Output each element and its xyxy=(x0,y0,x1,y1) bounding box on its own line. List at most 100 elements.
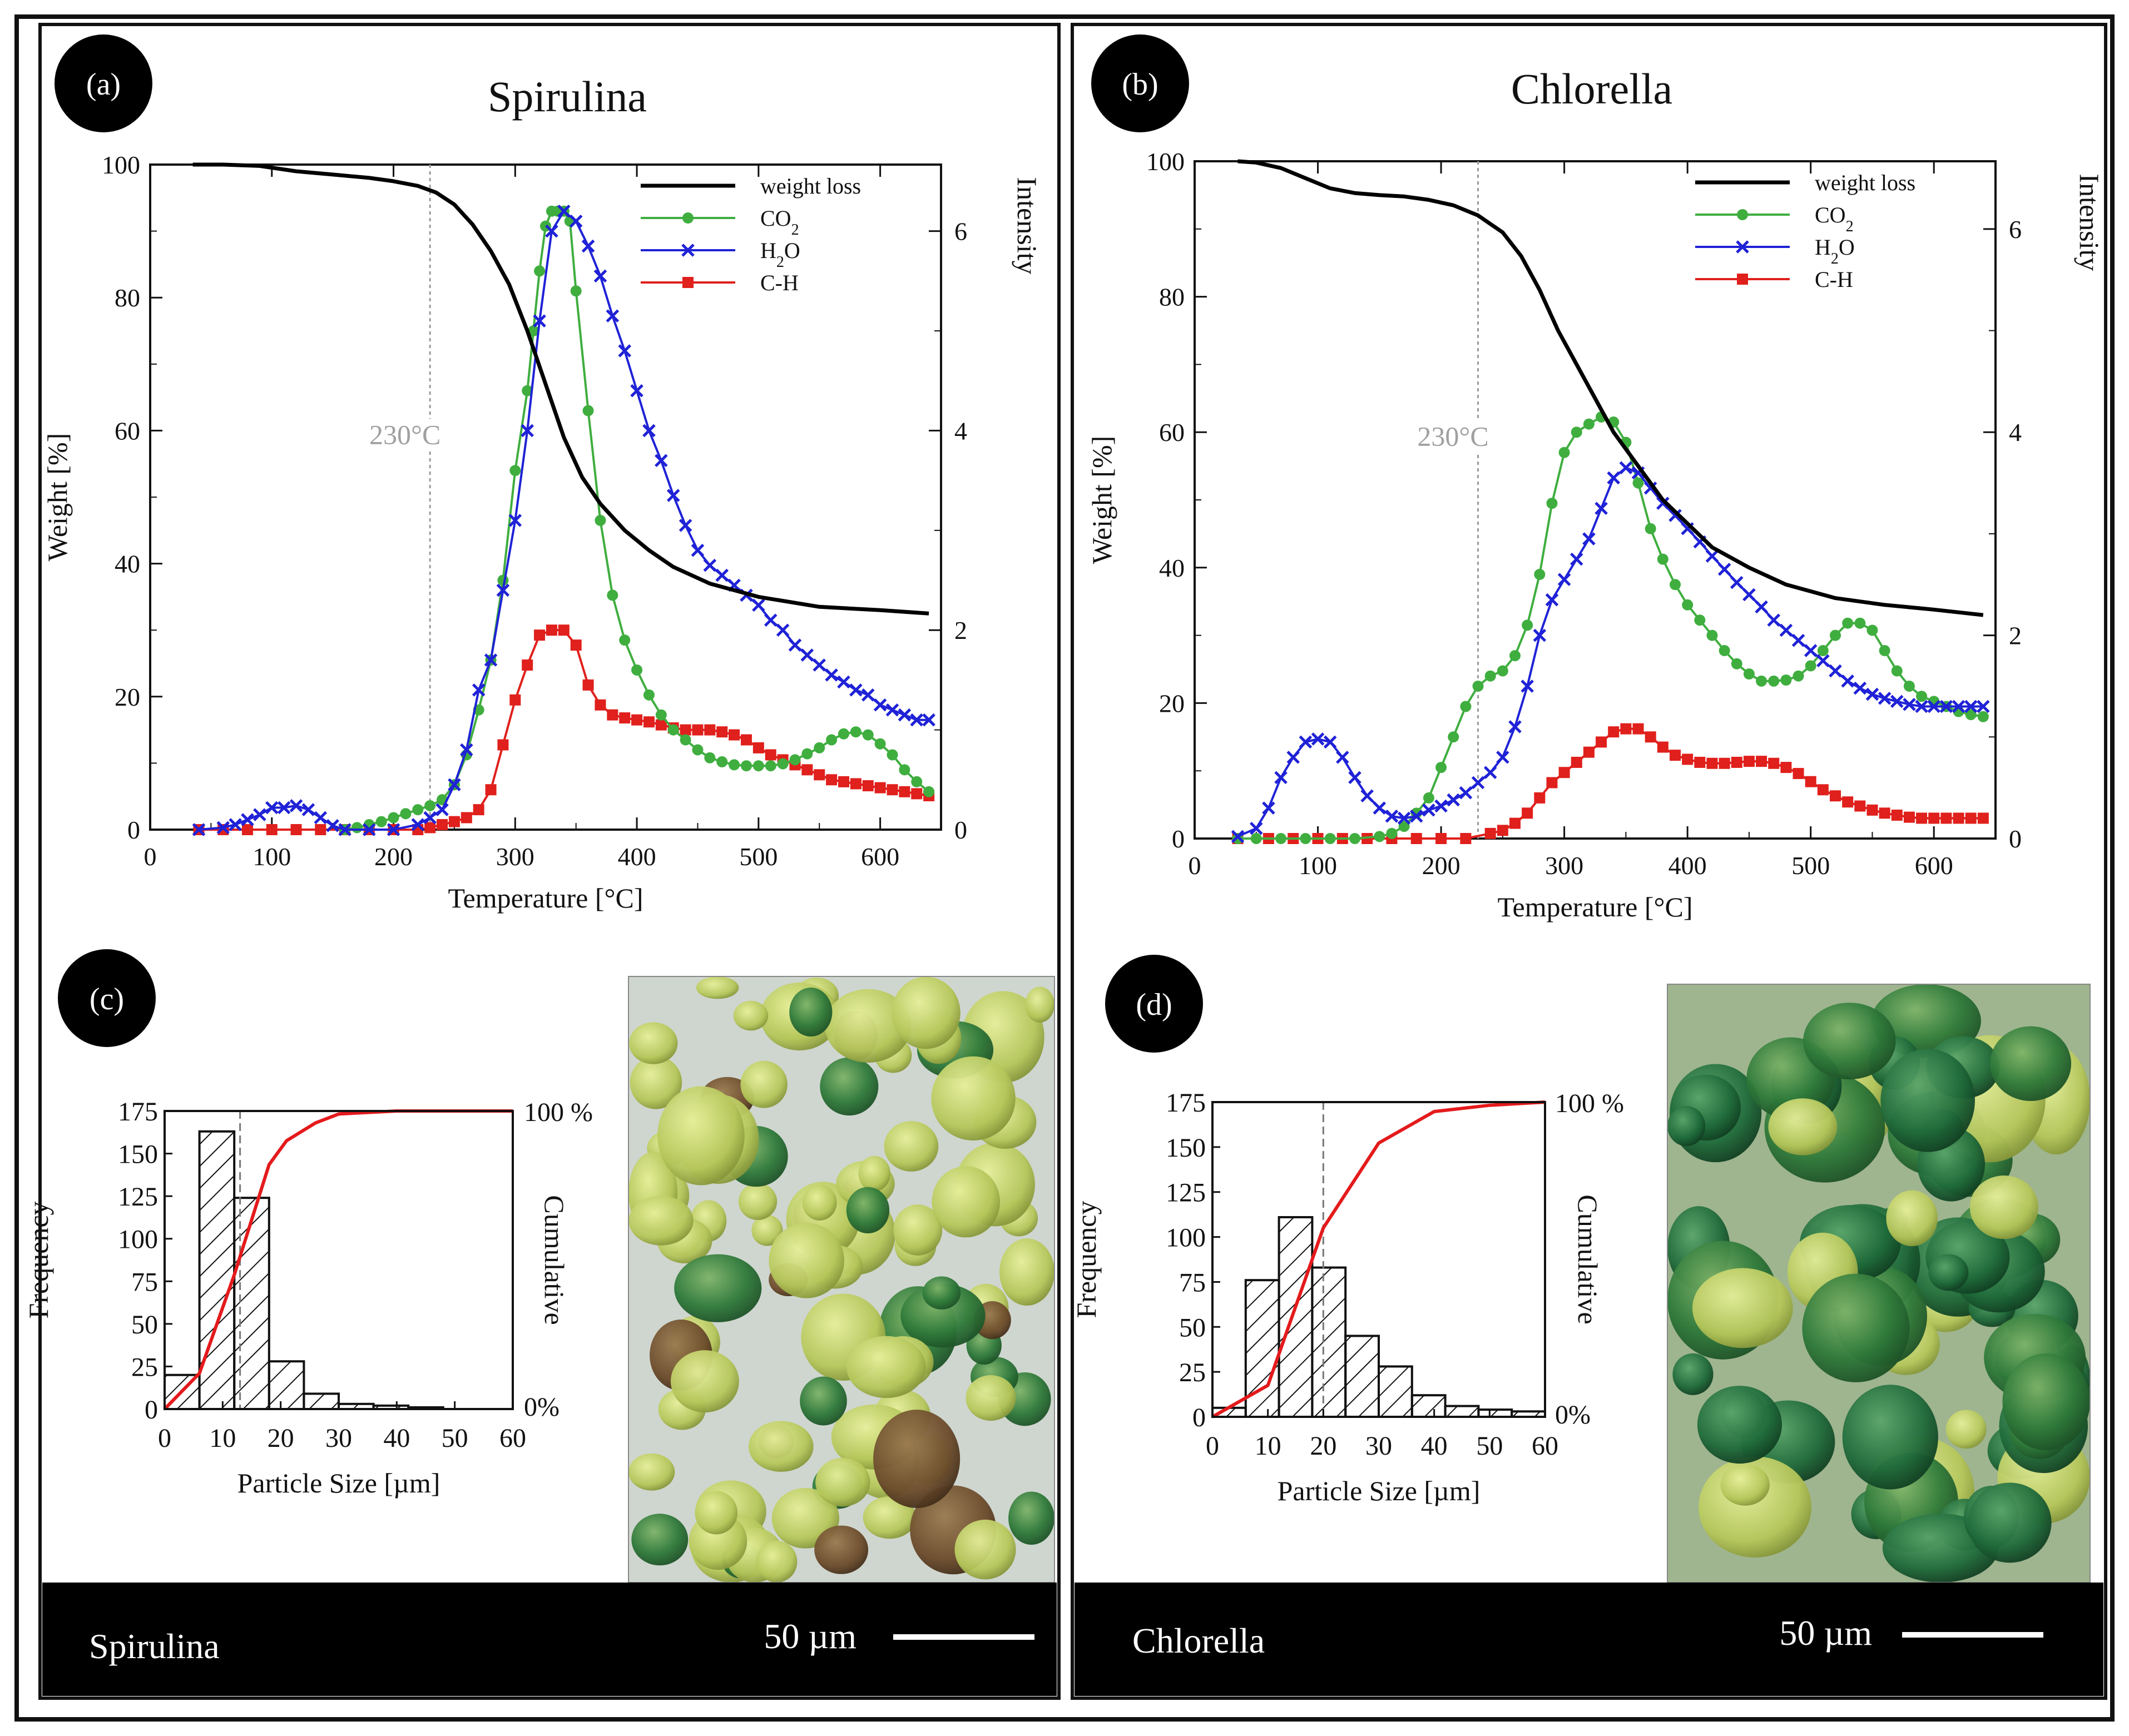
series-h2o-point-stroke xyxy=(508,514,522,527)
series-h2o-point-stroke xyxy=(1767,613,1780,627)
series-ch-point xyxy=(1928,812,1940,824)
series-ch-point xyxy=(266,824,278,835)
series-h2o-point-stroke xyxy=(849,683,863,697)
series-ch-point xyxy=(424,822,436,834)
series-co2-point xyxy=(1854,617,1866,629)
series-h2o-point xyxy=(1533,628,1547,642)
series-ch-point xyxy=(461,812,472,824)
series-ch-point xyxy=(1706,757,1718,769)
micrograph-particle xyxy=(884,1121,939,1172)
series-h2o-point-stroke xyxy=(752,598,765,612)
bottom-bar-spirulina-label: Spirulina xyxy=(89,1626,220,1666)
series-h2o-point-stroke xyxy=(1964,700,1978,713)
series-co2-point xyxy=(1250,833,1262,844)
y-tick-label: 100 xyxy=(102,151,140,179)
series-h2o-point xyxy=(1767,613,1780,627)
series-h2o-point xyxy=(1299,735,1313,749)
series-h2o-point xyxy=(1496,751,1509,764)
x-tick-label: 300 xyxy=(1545,851,1583,880)
series-co2-point xyxy=(1743,668,1755,680)
series-h2o-point xyxy=(411,818,425,831)
temperature-marker-label-bg xyxy=(1414,420,1492,452)
y-tick-label: 100 xyxy=(1146,147,1185,176)
series-ch-point xyxy=(1916,812,1928,824)
bottom-bar-spirulina-bg xyxy=(42,1583,1057,1696)
micrograph-particle xyxy=(695,1491,738,1535)
micrograph-particle xyxy=(802,1184,837,1221)
legend-label: H2O xyxy=(760,238,800,271)
series-h2o-point xyxy=(898,708,912,722)
series-h2o-point xyxy=(545,224,558,238)
series-co2-point xyxy=(1558,447,1570,458)
series-h2o-point xyxy=(1804,644,1818,657)
micrograph-particle xyxy=(756,1540,798,1583)
micrograph-particle xyxy=(1990,1026,2072,1102)
micrograph-particle xyxy=(954,1519,1016,1580)
series-h2o-point xyxy=(253,808,266,821)
series-h2o-point xyxy=(1816,654,1830,668)
y2-tick-label: 2 xyxy=(2009,622,2022,650)
series-h2o-point-stroke xyxy=(1717,563,1731,576)
series-h2o-point-stroke xyxy=(1231,830,1245,844)
series-h2o-point xyxy=(1964,700,1978,713)
series-co2-point xyxy=(1300,833,1311,844)
series-h2o-point xyxy=(910,713,924,727)
series-ch-point xyxy=(582,679,594,691)
series-h2o-point-stroke xyxy=(1939,700,1953,713)
series-h2o-point xyxy=(1939,700,1953,713)
series-ch-point xyxy=(887,784,898,796)
series-h2o-point-stroke xyxy=(1915,700,1928,713)
series-ch-point xyxy=(242,824,254,835)
series-h2o-point-stroke xyxy=(1595,502,1608,515)
series-h2o-point-stroke xyxy=(1755,600,1768,614)
series-h2o-point-stroke xyxy=(1410,810,1423,823)
series-h2o-point xyxy=(1250,821,1263,835)
micrograph-particle xyxy=(1802,1273,1910,1382)
series-h2o-point xyxy=(1952,700,1965,713)
series-h2o-point xyxy=(1557,573,1571,586)
series-ch-point xyxy=(631,714,643,726)
series-h2o-point xyxy=(813,658,826,672)
series-ch-point xyxy=(1866,804,1878,816)
x-tick-label: 0 xyxy=(1206,1431,1219,1461)
panel-c-particle-size-spirulina: (c) 0 10 20 30 40 50 60 0 25 50 75 100 125 150 175 0% 10… xyxy=(23,949,593,1499)
series-ch-point xyxy=(1534,792,1546,803)
y-tick-label: 40 xyxy=(1159,554,1185,582)
series-h2o-point-stroke xyxy=(788,638,802,652)
series-h2o-point-stroke xyxy=(314,811,328,825)
series-h2o-point-stroke xyxy=(703,558,717,572)
badge-b-label: (b) xyxy=(1122,67,1158,102)
panel-d-particle-size-chlorella: (d) 0 10 20 30 40 50 60 0 25 50 75 100 125 150 175 0% 10… xyxy=(1071,955,1624,1506)
legend-marker xyxy=(1737,274,1748,285)
legend-label: H2O xyxy=(1815,235,1855,267)
y-tick-label: 60 xyxy=(115,416,140,445)
x-axis-label: Particle Size [µm] xyxy=(237,1467,440,1499)
series-h2o-point-stroke xyxy=(448,778,461,792)
micrograph-particle xyxy=(657,1086,745,1186)
series-h2o-point-stroke xyxy=(837,675,850,689)
series-h2o-point-stroke xyxy=(1619,461,1633,474)
series-h2o-point-stroke xyxy=(666,489,680,502)
series-ch-point xyxy=(1682,753,1694,765)
y-tick-label: 25 xyxy=(1179,1358,1206,1387)
badge-b xyxy=(1091,34,1189,132)
y-tick-label: 20 xyxy=(115,683,140,711)
series-ch-point xyxy=(315,824,326,835)
series-h2o-point xyxy=(1286,751,1300,764)
series-h2o-point xyxy=(1656,497,1670,510)
series-co2-point xyxy=(1780,674,1792,686)
x-tick-label: 40 xyxy=(383,1423,410,1453)
y-tick-label: 175 xyxy=(118,1097,158,1127)
series-co2-point xyxy=(1768,675,1780,687)
x-tick-label: 500 xyxy=(1791,851,1830,880)
series-ch-point xyxy=(1670,750,1681,761)
series-co2-point xyxy=(680,734,691,746)
series-co2-point xyxy=(826,734,838,746)
series-co2-point xyxy=(1670,579,1681,591)
outer-frame xyxy=(14,14,2115,1722)
series-ch-point xyxy=(826,774,838,786)
micrograph-particle xyxy=(900,1283,986,1348)
series-ch-point xyxy=(1410,833,1422,844)
y-tick-label: 60 xyxy=(1159,418,1185,447)
histogram-bar xyxy=(1278,1216,1314,1418)
